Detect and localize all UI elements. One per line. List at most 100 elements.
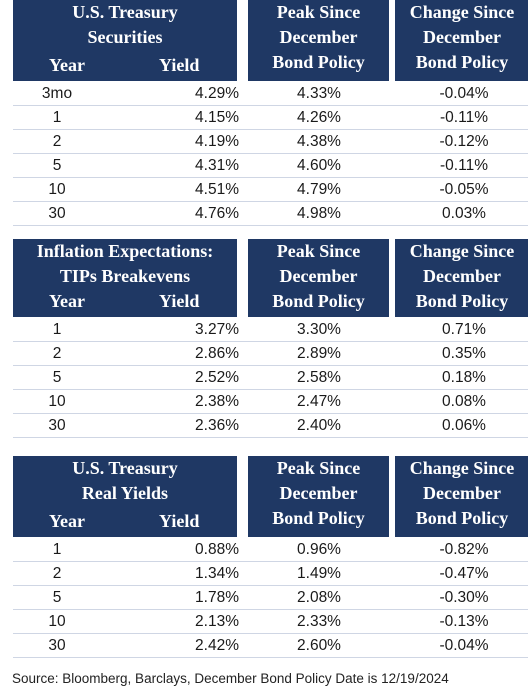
yield-cell: 2.42% [195, 637, 239, 654]
year-cell: 5 [52, 369, 62, 386]
year-cell: 5 [52, 589, 62, 606]
yield-cell: 4.19% [195, 133, 239, 150]
change-column-header: Change Since December Bond Policy [395, 0, 528, 81]
table-body: 1 0.88% 0.96% -0.82% 2 1.34% 1.49% -0.47% 5 1.78%… [13, 538, 528, 658]
peak-cell: 4.98% [297, 205, 341, 222]
year-cell: 2 [52, 133, 62, 150]
change-column-header: Change Since December Bond Policy [395, 456, 528, 537]
section-title-header: U.S. Treasury Real Yields Year Yield [13, 456, 237, 537]
table-row: 3mo 4.29% 4.33% -0.04% [13, 82, 528, 106]
peak-cell: 2.89% [297, 345, 341, 362]
source-footnote: Source: Bloomberg, Barclays, December Bo… [12, 671, 449, 686]
year-cell: 5 [52, 157, 62, 174]
section-title-line: U.S. Treasury [72, 458, 178, 478]
year-cell: 1 [52, 109, 62, 126]
change-header-line: December [423, 266, 501, 286]
year-column-header: Year [49, 511, 85, 531]
table-row: 2 1.34% 1.49% -0.47% [13, 562, 528, 586]
table-row: 1 0.88% 0.96% -0.82% [13, 538, 528, 562]
change-header-line: Change Since [409, 241, 515, 261]
peak-cell: 2.40% [297, 417, 341, 434]
peak-header-line: Bond Policy [272, 291, 365, 311]
change-cell: 0.35% [442, 345, 486, 362]
section-title-line: U.S. Treasury [72, 2, 178, 22]
section-title-line: Real Yields [81, 483, 169, 503]
peak-header-line: Peak Since [276, 458, 361, 478]
change-cell: 0.71% [442, 321, 486, 338]
yield-cell: 2.52% [195, 369, 239, 386]
peak-cell: 2.58% [297, 369, 341, 386]
section-title-line: Securities [87, 27, 163, 47]
change-cell: -0.04% [439, 637, 489, 654]
change-column-header: Change Since December Bond Policy [395, 239, 528, 317]
table-row: 2 4.19% 4.38% -0.12% [13, 130, 528, 154]
table-row: 2 2.86% 2.89% 0.35% [13, 342, 528, 366]
change-header-line: Change Since [409, 458, 515, 478]
change-cell: -0.47% [439, 565, 489, 582]
yield-cell: 2.38% [195, 393, 239, 410]
change-cell: -0.82% [439, 541, 489, 558]
year-column-header: Year [49, 291, 85, 311]
year-cell: 10 [48, 393, 66, 410]
peak-cell: 4.60% [297, 157, 341, 174]
yield-cell: 4.31% [195, 157, 239, 174]
peak-column-header: Peak Since December Bond Policy [248, 239, 389, 317]
table-row: 30 2.36% 2.40% 0.06% [13, 414, 528, 438]
yield-column-header: Yield [159, 291, 200, 311]
change-cell: 0.06% [442, 417, 486, 434]
peak-cell: 2.08% [297, 589, 341, 606]
peak-cell: 1.49% [297, 565, 341, 582]
yield-column-header: Yield [159, 511, 200, 531]
year-cell: 30 [48, 205, 66, 222]
peak-column-header: Peak Since December Bond Policy [248, 456, 389, 537]
peak-header-line: Peak Since [276, 241, 361, 261]
year-column-header: Year [49, 55, 85, 75]
year-cell: 10 [48, 613, 66, 630]
peak-cell: 4.79% [297, 181, 341, 198]
table-row: 30 2.42% 2.60% -0.04% [13, 634, 528, 658]
year-cell: 2 [52, 565, 62, 582]
year-cell: 30 [48, 417, 66, 434]
change-cell: -0.12% [439, 133, 489, 150]
yield-cell: 4.29% [195, 85, 239, 102]
change-header-line: Bond Policy [415, 52, 509, 72]
change-cell: -0.11% [440, 109, 488, 126]
table-row: 10 2.38% 2.47% 0.08% [13, 390, 528, 414]
change-header-line: December [423, 483, 501, 503]
peak-header-line: December [279, 266, 358, 286]
yield-cell: 1.78% [195, 589, 239, 606]
change-header-line: Bond Policy [415, 508, 509, 528]
peak-header-line: Bond Policy [272, 52, 365, 72]
peak-cell: 2.60% [297, 637, 341, 654]
table-row: 5 2.52% 2.58% 0.18% [13, 366, 528, 390]
peak-cell: 4.38% [297, 133, 341, 150]
change-cell: -0.04% [439, 85, 489, 102]
table-row: 30 4.76% 4.98% 0.03% [13, 202, 528, 226]
peak-cell: 3.30% [297, 321, 341, 338]
table-row: 5 1.78% 2.08% -0.30% [13, 586, 528, 610]
yield-cell: 1.34% [195, 565, 239, 582]
change-cell: -0.13% [439, 613, 489, 630]
change-cell: 0.03% [442, 205, 486, 222]
section-title-line: Inflation Expectations: [36, 241, 214, 261]
section-title-header: Inflation Expectations: TIPs Breakevens Ye… [13, 239, 237, 317]
year-cell: 3mo [41, 85, 73, 102]
peak-cell: 2.47% [297, 393, 341, 410]
peak-header-line: December [279, 27, 358, 47]
peak-cell: 4.26% [297, 109, 341, 126]
table-body: 1 3.27% 3.30% 0.71% 2 2.86% 2.89% 0.35% 5 2.52% 2.… [13, 318, 528, 438]
yield-cell: 4.76% [195, 205, 239, 222]
yield-column-header: Yield [159, 55, 200, 75]
table-row: 10 4.51% 4.79% -0.05% [13, 178, 528, 202]
section-title-header: U.S. Treasury Securities Year Yield [13, 0, 237, 81]
year-cell: 10 [48, 181, 66, 198]
change-cell: 0.18% [442, 369, 486, 386]
yield-cell: 2.86% [195, 345, 239, 362]
table-row: 1 4.15% 4.26% -0.11% [13, 106, 528, 130]
peak-cell: 2.33% [297, 613, 341, 630]
change-cell: -0.05% [439, 181, 489, 198]
yield-cell: 2.36% [195, 417, 239, 434]
yield-cell: 0.88% [195, 541, 239, 558]
peak-header-line: December [279, 483, 358, 503]
change-cell: -0.30% [439, 589, 489, 606]
